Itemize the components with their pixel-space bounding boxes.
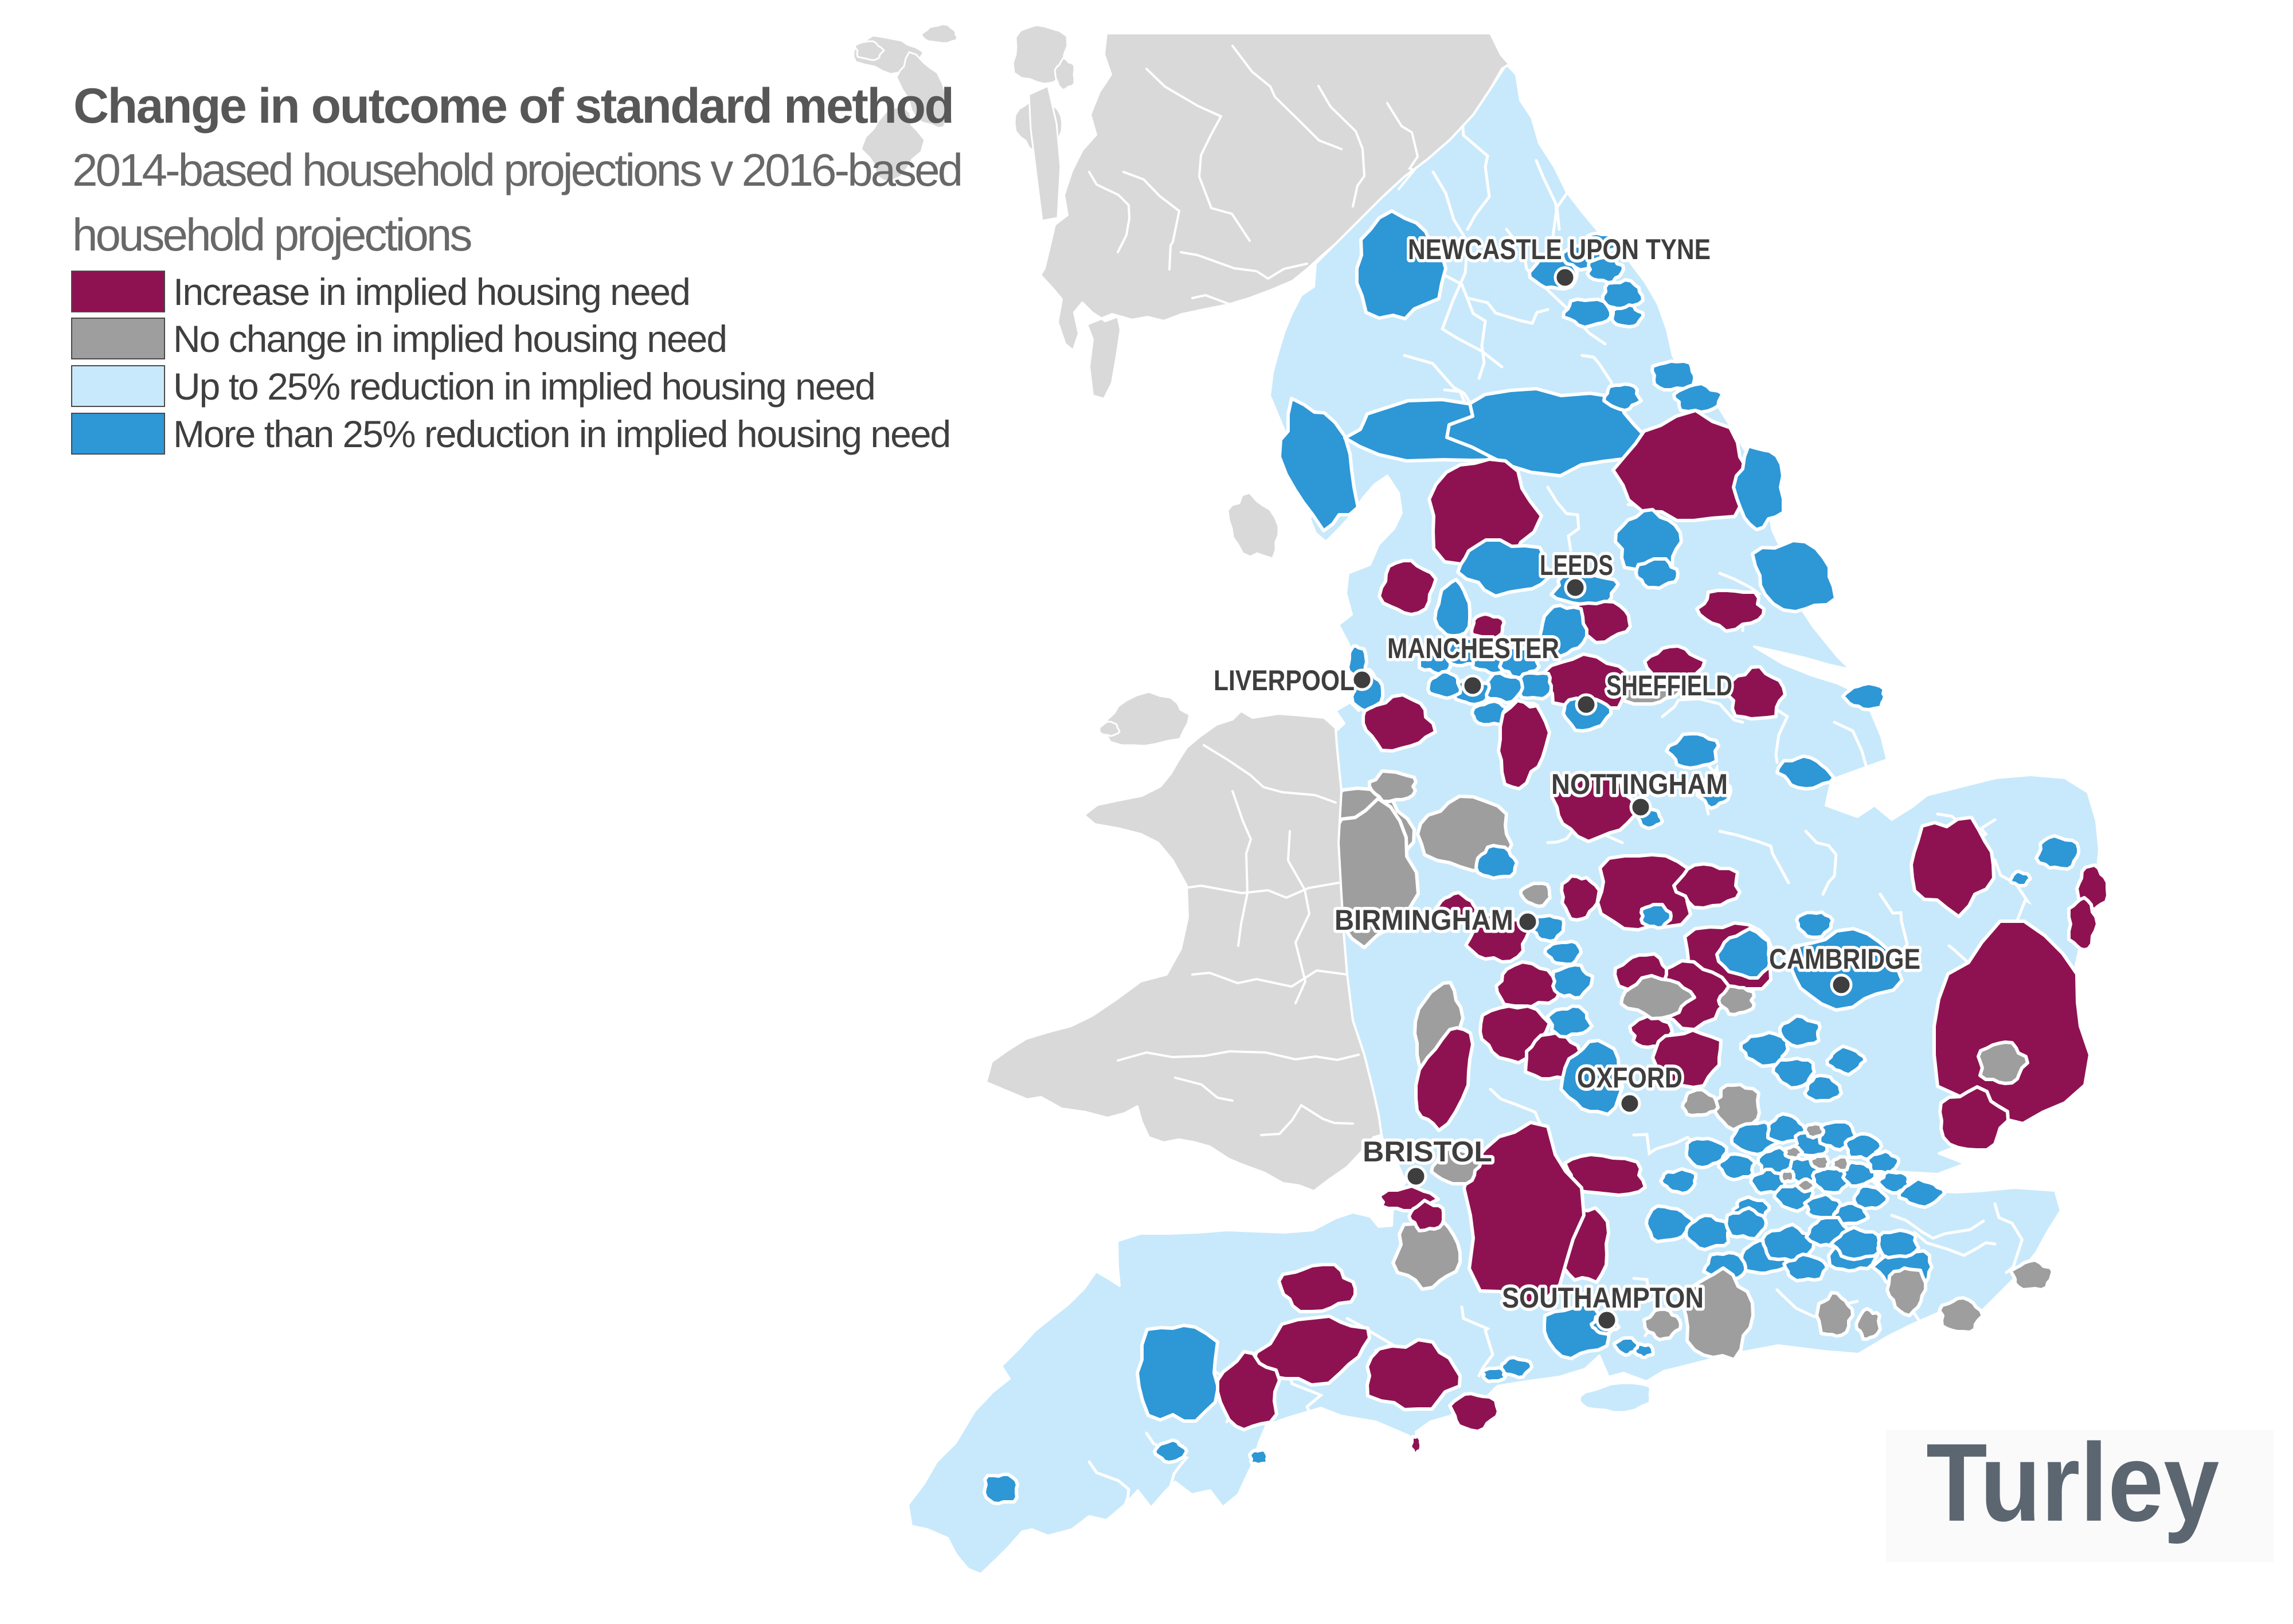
svg-text:LIVERPOOL: LIVERPOOL [1214, 664, 1355, 696]
svg-text:NOTTINGHAM: NOTTINGHAM [1551, 768, 1728, 800]
svg-text:LEEDS: LEEDS [1540, 549, 1613, 581]
svg-text:NEWCASTLE UPON TYNE: NEWCASTLE UPON TYNE [1408, 233, 1711, 265]
svg-text:SHEFFIELD: SHEFFIELD [1606, 670, 1732, 702]
svg-text:MANCHESTER: MANCHESTER [1387, 632, 1559, 664]
svg-text:BRISTOL: BRISTOL [1363, 1136, 1492, 1168]
svg-text:OXFORD: OXFORD [1577, 1062, 1682, 1094]
svg-text:BIRMINGHAM: BIRMINGHAM [1335, 904, 1513, 936]
svg-text:CAMBRIDGE: CAMBRIDGE [1769, 943, 1920, 975]
svg-text:SOUTHAMPTON: SOUTHAMPTON [1502, 1282, 1704, 1314]
